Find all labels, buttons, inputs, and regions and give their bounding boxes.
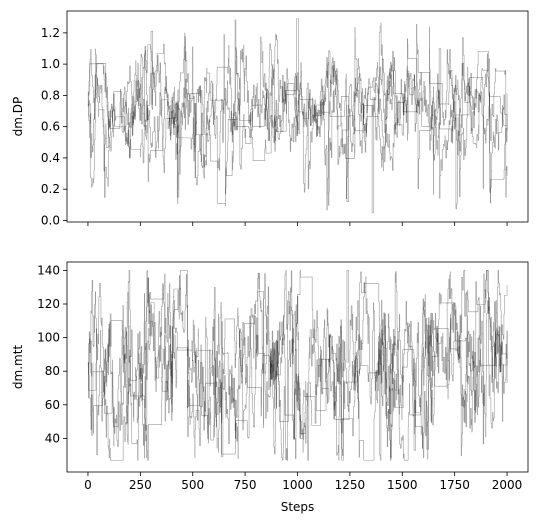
mtt-y-ticks: 40 60 80 100 120 140 [37,263,67,445]
mtt-y-axis-label: dm.mtt [11,345,25,390]
trace-excursion [341,362,344,461]
trace-excursion [220,362,224,458]
chain-trace-2 [87,270,508,461]
y-tick-label: 0.2 [41,182,60,196]
chain-trace-3 [87,270,508,461]
x-tick-label: 750 [234,478,257,492]
dp-y-axis-label: dm.DP [11,97,25,137]
trace-excursion [371,104,375,213]
dp-plot-area [67,11,528,222]
chain-trace-4 [87,22,508,206]
x-tick-label: 1750 [439,478,470,492]
dp-traces [87,18,508,213]
x-tick-label: 2000 [492,478,523,492]
trace-excursion [413,362,416,451]
trace-excursion [438,48,442,105]
x-tick-label: 1250 [335,478,366,492]
y-tick-label: 1.2 [41,26,60,40]
y-tick-label: 60 [45,398,60,412]
dp-x-ticks [87,222,508,226]
trace-excursion [346,104,349,202]
mtt-trace-panel: 0 250 500 750 1000 1250 1500 1750 2000 40 60 80 100… [11,261,529,514]
x-tick-label: 250 [129,478,152,492]
chain-trace-1 [87,270,508,461]
x-axis-label: Steps [281,500,315,514]
trace-excursion [91,362,94,436]
trace-excursion [346,270,349,363]
trace-excursion [296,18,299,105]
y-tick-label: 80 [45,364,60,378]
y-tick-label: 120 [37,297,60,311]
trace-excursion [150,31,153,105]
chain-trace-3 [87,38,508,205]
x-tick-label: 0 [84,478,92,492]
mtt-plot-area [67,262,528,472]
chain-trace-1 [87,19,508,211]
y-tick-label: 140 [37,263,60,277]
y-tick-label: 0.4 [41,151,60,165]
chain-trace-4 [87,270,508,461]
mtt-traces [87,270,508,461]
chain-trace-2 [87,27,508,210]
trace-excursion [176,104,180,198]
y-tick-label: 0.8 [41,88,60,102]
dp-y-ticks: 0.0 0.2 0.4 0.6 0.8 1.0 1.2 [41,26,67,227]
x-tick-label: 500 [181,478,204,492]
mtt-x-ticks: 0 250 500 750 1000 1250 1500 1750 2000 [84,472,522,492]
y-tick-label: 1.0 [41,57,60,71]
y-tick-label: 0.0 [41,213,60,227]
x-tick-label: 1500 [387,478,418,492]
y-tick-label: 0.6 [41,120,60,134]
x-tick-label: 1000 [282,478,313,492]
y-tick-label: 100 [37,331,60,345]
dp-trace-panel: 0.0 0.2 0.4 0.6 0.8 1.0 1.2 dm.DP [11,10,529,227]
y-tick-label: 40 [45,431,60,445]
